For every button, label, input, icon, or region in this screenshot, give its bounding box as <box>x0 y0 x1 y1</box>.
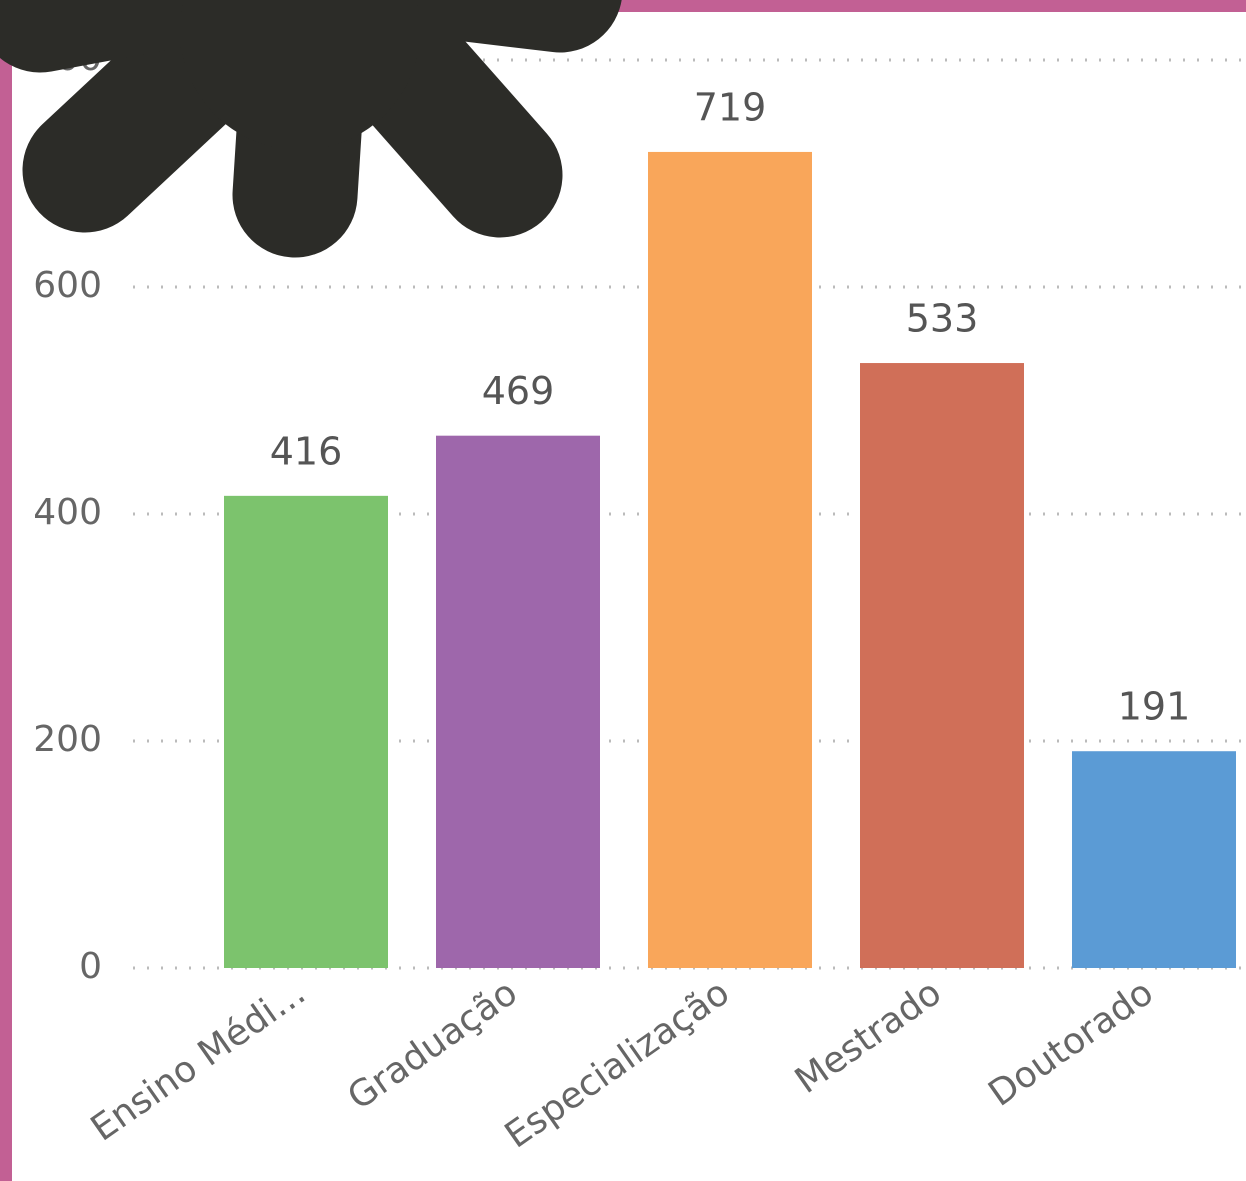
value-label: 719 <box>694 85 767 129</box>
y-tick-label: 600 <box>33 265 102 306</box>
y-tick-label: 400 <box>33 492 102 533</box>
bar <box>436 436 600 968</box>
y-tick-label: 200 <box>33 719 102 760</box>
value-label: 416 <box>270 429 343 473</box>
y-tick-label: 0 <box>79 946 102 987</box>
value-label: 191 <box>1118 685 1191 729</box>
bar <box>224 496 388 968</box>
chart: 0200400600800Ensino Médi...416Graduação4… <box>0 0 1246 1181</box>
background <box>0 0 1246 1181</box>
bar <box>648 152 812 968</box>
frame-left <box>0 0 12 1181</box>
bar <box>860 363 1024 968</box>
bar <box>1072 751 1236 968</box>
decoration-flower <box>40 0 560 195</box>
value-label: 469 <box>482 369 555 413</box>
value-label: 533 <box>906 297 979 341</box>
